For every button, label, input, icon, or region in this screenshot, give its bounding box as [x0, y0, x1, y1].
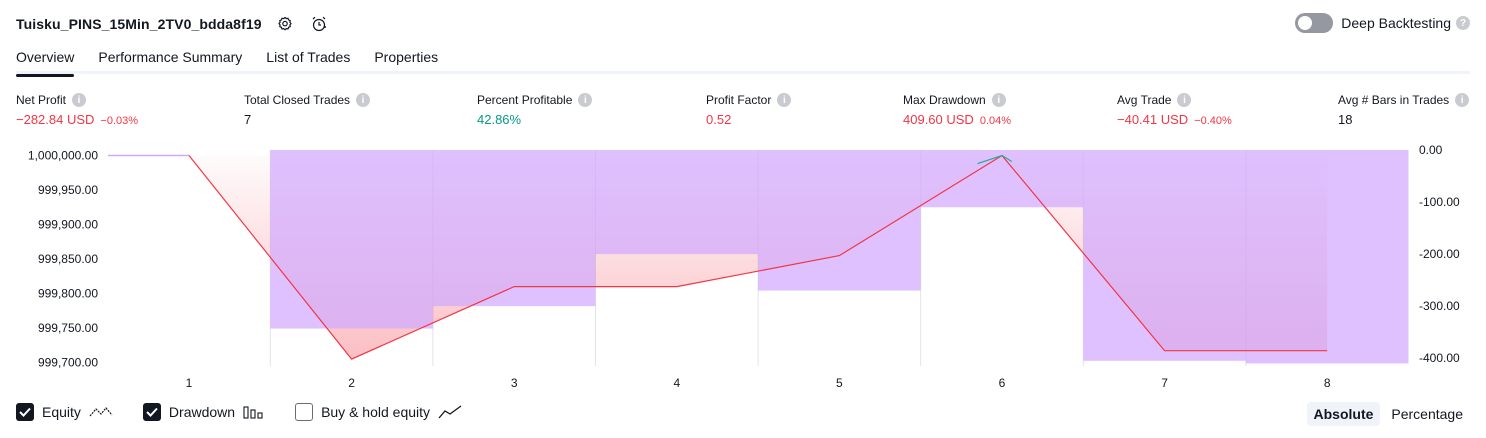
metric-percent: −0.40%	[1194, 115, 1232, 127]
metric-value: −40.41 USD	[1117, 112, 1189, 127]
help-icon[interactable]: ?	[1456, 16, 1470, 30]
tab-performance-summary[interactable]: Performance Summary	[98, 49, 243, 65]
x-axis-tick-label: 5	[836, 376, 843, 390]
equity-positive-segment	[977, 154, 1013, 165]
right-axis-tick-label: -300.00	[1419, 299, 1460, 313]
x-axis-tick-label: 7	[1161, 376, 1168, 390]
bars-icon	[243, 405, 265, 419]
metric-value: 7	[244, 112, 252, 127]
legend-drawdown-label: Drawdown	[168, 404, 236, 420]
metric-avg-trade: Avg Trade i −40.41 USD −0.40%	[1117, 93, 1232, 127]
chart-legend: Equity Drawdown Buy & hold equity	[16, 403, 492, 421]
checkbox-unchecked-icon[interactable]	[295, 403, 314, 421]
tab-properties[interactable]: Properties	[374, 49, 439, 65]
metric-label: Max Drawdown	[903, 93, 986, 107]
right-axis-tick-label: -400.00	[1419, 351, 1460, 365]
metric-label: Avg # Bars in Trades	[1338, 93, 1450, 107]
tab-overview[interactable]: Overview	[16, 46, 75, 77]
deep-backtesting-label: Deep Backtesting	[1341, 15, 1451, 31]
left-axis-tick-label: 999,900.00	[38, 218, 98, 232]
x-axis-tick-label: 3	[511, 376, 518, 390]
drawdown-bar	[595, 150, 759, 255]
scale-mode-toggle: Absolute Percentage	[1303, 402, 1471, 426]
x-axis-tick-label: 8	[1324, 376, 1331, 390]
metric-label: Profit Factor	[706, 93, 772, 107]
alarm-clock-icon[interactable]	[308, 13, 330, 35]
settings-icon[interactable]	[274, 13, 296, 35]
tab-list-of-trades[interactable]: List of Trades	[266, 49, 351, 65]
metric-value: 409.60 USD	[903, 112, 974, 127]
right-axis-tick-label: -100.00	[1419, 195, 1460, 209]
x-axis-tick-label: 2	[348, 376, 355, 390]
metric-profit-factor: Profit Factor i 0.52	[706, 93, 792, 127]
drawdown-bar	[432, 150, 596, 307]
info-icon[interactable]: i	[777, 93, 792, 107]
percentage-button[interactable]: Percentage	[1391, 406, 1463, 422]
info-icon[interactable]: i	[72, 93, 87, 107]
metric-total-closed-trades: Total Closed Trades i 7	[244, 93, 371, 127]
equity-line-icon	[89, 405, 113, 419]
header-bar: Tuisku_PINS_15Min_2TV0_bdda8f19	[16, 12, 330, 36]
info-icon[interactable]: i	[578, 93, 593, 107]
metric-value: 0.52	[706, 112, 732, 127]
left-axis-tick-label: 999,700.00	[38, 356, 98, 370]
metric-net-profit: Net Profit i −282.84 USD −0.03%	[16, 93, 138, 127]
legend-equity[interactable]: Equity	[16, 403, 113, 421]
drawdown-bar	[1245, 150, 1409, 364]
legend-buy-hold[interactable]: Buy & hold equity	[295, 403, 462, 421]
equity-line	[188, 154, 1328, 360]
metric-label: Percent Profitable	[477, 93, 573, 107]
info-icon[interactable]: i	[1455, 93, 1470, 107]
checkbox-checked-icon[interactable]	[16, 403, 34, 421]
equity-drawdown-chart: 1,000,000.00 999,950.00 999,900.00 999,850.…	[28, 143, 1460, 390]
checkbox-checked-icon[interactable]	[142, 403, 161, 421]
x-axis-tick-label: 6	[999, 376, 1006, 390]
metric-percent: 0.04%	[979, 115, 1012, 127]
metric-avg-bars: Avg # Bars in Trades i 18	[1338, 93, 1470, 127]
drawdown-bar	[920, 150, 1084, 208]
metric-percent-profitable: Percent Profitable i 42.86%	[477, 93, 593, 127]
metric-max-drawdown: Max Drawdown i 409.60 USD 0.04%	[903, 93, 1011, 127]
deep-backtesting-toggle[interactable]	[1295, 13, 1334, 33]
metric-percent: −0.03%	[100, 115, 139, 127]
x-axis-tick-label: 4	[673, 376, 680, 390]
left-axis-tick-label: 999,750.00	[38, 321, 98, 335]
legend-drawdown[interactable]: Drawdown	[142, 403, 265, 421]
info-icon[interactable]: i	[356, 93, 371, 107]
metric-value: −282.84 USD	[16, 112, 95, 127]
tab-bar: Overview Performance Summary List of Tra…	[16, 46, 1470, 77]
metrics-row: Net Profit i −282.84 USD −0.03% Total Clos…	[0, 93, 1486, 133]
drawdown-bar	[758, 150, 921, 291]
absolute-button[interactable]: Absolute	[1306, 402, 1381, 426]
x-axis-tick-label: 1	[186, 376, 193, 390]
legend-buy-hold-label: Buy & hold equity	[321, 404, 431, 420]
metric-value: 42.86%	[477, 112, 522, 127]
metric-value: 18	[1338, 112, 1353, 127]
trend-line-icon	[438, 405, 462, 419]
metric-label: Net Profit	[16, 93, 67, 107]
info-icon[interactable]: i	[991, 93, 1006, 107]
drawdown-bar	[1083, 150, 1246, 361]
metric-label: Avg Trade	[1117, 93, 1172, 107]
left-axis-tick-label: 1,000,000.00	[28, 149, 98, 163]
right-axis-tick-label: -200.00	[1419, 247, 1460, 261]
left-axis-tick-label: 999,800.00	[38, 287, 98, 301]
info-icon[interactable]: i	[1177, 93, 1192, 107]
left-axis-tick-label: 999,850.00	[38, 252, 98, 266]
legend-equity-label: Equity	[42, 404, 81, 420]
metric-label: Total Closed Trades	[244, 93, 351, 107]
strategy-title: Tuisku_PINS_15Min_2TV0_bdda8f19	[16, 16, 262, 32]
right-axis-tick-label: 0.00	[1419, 143, 1443, 157]
left-axis-tick-label: 999,950.00	[38, 183, 98, 197]
deep-backtesting: Deep Backtesting ?	[1295, 13, 1470, 33]
drawdown-bar	[270, 150, 433, 329]
